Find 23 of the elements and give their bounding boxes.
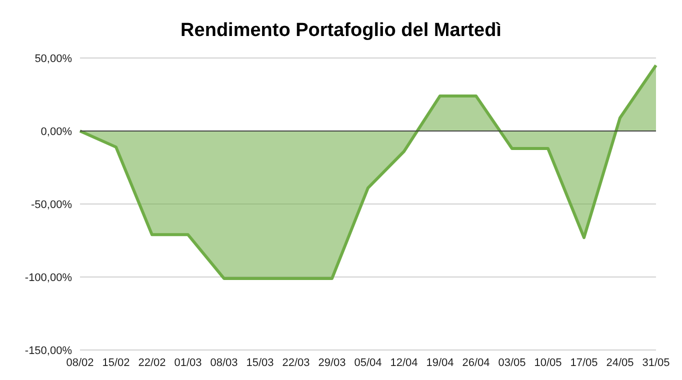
x-tick-label: 15/02 <box>102 356 130 369</box>
x-tick-label: 01/03 <box>174 356 202 369</box>
y-tick-label: -150,00% <box>24 344 72 357</box>
x-tick-label: 17/05 <box>570 356 598 369</box>
x-tick-label: 22/02 <box>138 356 166 369</box>
y-tick-label: -100,00% <box>24 272 72 284</box>
y-tick-label: 50,00% <box>34 52 72 65</box>
x-tick-label: 22/03 <box>282 356 310 369</box>
y-tick-label: -50,00% <box>31 198 72 211</box>
x-tick-label: 08/02 <box>66 356 94 369</box>
x-tick-label: 26/04 <box>462 356 490 369</box>
x-tick-label: 19/04 <box>426 356 454 369</box>
y-tick-label: 0,00% <box>40 126 72 138</box>
x-tick-label: 24/05 <box>606 356 634 369</box>
x-tick-label: 03/05 <box>498 356 526 369</box>
x-tick-label: 05/04 <box>354 356 382 369</box>
x-tick-label: 15/03 <box>246 356 274 369</box>
x-tick-label: 31/05 <box>642 356 670 369</box>
x-tick-label: 10/05 <box>534 356 562 369</box>
x-tick-label: 08/03 <box>210 356 238 369</box>
x-tick-label: 12/04 <box>390 356 418 369</box>
x-tick-label: 29/03 <box>318 356 346 369</box>
chart-title: Rendimento Portafoglio del Martedì <box>180 19 502 43</box>
